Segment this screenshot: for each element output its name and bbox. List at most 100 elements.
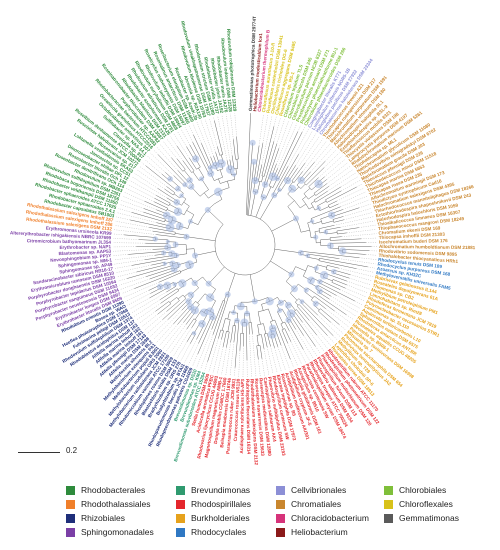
bootstrap-node	[313, 265, 319, 271]
phylogenetic-tree: Gemmatimonas phototrophica DSM 29774THel…	[10, 16, 476, 466]
tree-branch	[333, 272, 350, 279]
tree-branch	[342, 252, 366, 255]
leader-line	[336, 187, 365, 202]
leader-line	[173, 133, 190, 159]
tree-branch	[166, 286, 176, 293]
leader-line	[324, 158, 346, 177]
tree-branch	[176, 158, 186, 170]
tree-branch	[194, 250, 216, 256]
tree-branch	[136, 264, 166, 273]
leader-line	[133, 299, 161, 317]
tree-branch	[300, 302, 334, 336]
tree-branch	[263, 323, 267, 334]
tree-arc	[257, 323, 264, 325]
leader-line	[115, 216, 131, 221]
leader-line	[123, 281, 160, 298]
bootstrap-node	[172, 241, 179, 248]
tree-branch	[257, 324, 260, 336]
leader-line	[156, 146, 178, 171]
leader-line	[141, 162, 146, 166]
tree-branch	[173, 193, 180, 199]
tree-branch	[227, 181, 230, 188]
leader-line	[166, 324, 187, 352]
tree-arc	[268, 185, 273, 188]
legend-label: Rhodocyclales	[191, 527, 247, 537]
tree-branch	[325, 227, 341, 231]
scale-bar: 0.2	[18, 444, 82, 464]
tree-branch	[166, 300, 180, 312]
tree-branch	[332, 207, 360, 217]
bootstrap-node	[207, 165, 214, 171]
legend-swatch	[176, 527, 185, 537]
leader-line	[184, 127, 193, 143]
tree-branch	[162, 298, 187, 320]
tree-branch	[270, 260, 292, 275]
tree-branch	[311, 206, 341, 219]
tree-branch	[317, 285, 337, 296]
bootstrap-node	[167, 215, 177, 225]
leader-line	[234, 113, 237, 137]
tree-branch	[173, 175, 185, 186]
tree-arc	[183, 205, 190, 215]
leader-line	[329, 298, 357, 317]
bootstrap-node	[163, 281, 172, 290]
tree-branch	[230, 325, 234, 343]
leader-line	[340, 220, 375, 228]
tree-branch	[134, 270, 181, 289]
leader-line	[290, 341, 302, 365]
tree-branch	[303, 188, 311, 194]
bootstrap-node	[165, 239, 170, 244]
tree-branch	[251, 322, 253, 334]
tree-arc	[173, 192, 176, 196]
leader-line	[115, 220, 150, 228]
bootstrap-node	[267, 329, 277, 339]
bootstrap-node	[172, 282, 177, 287]
tree-arc	[177, 288, 179, 291]
taxon-label: Erythrobacter sp. NAP1	[59, 244, 111, 250]
tree-branch	[173, 305, 190, 325]
tree-branch	[296, 309, 317, 336]
tree-branch	[144, 255, 173, 260]
tree-branch	[246, 113, 251, 216]
leader-line	[169, 328, 188, 354]
legend-swatch	[176, 485, 185, 495]
bootstrap-node	[200, 308, 209, 317]
tree-branch	[289, 314, 304, 336]
bootstrap-node	[187, 291, 195, 299]
bootstrap-node	[327, 211, 336, 219]
bootstrap-node	[314, 284, 320, 290]
leader-line	[229, 341, 235, 377]
leader-line	[159, 143, 172, 158]
bootstrap-node	[199, 176, 204, 182]
tree-branch	[320, 308, 340, 325]
tree-branch	[186, 332, 193, 342]
leader-line	[113, 233, 125, 236]
legend-swatch	[66, 513, 75, 523]
bootstrap-node	[288, 271, 295, 278]
tree-branch	[160, 288, 178, 300]
bootstrap-node	[183, 233, 190, 240]
tree-branch	[128, 251, 164, 255]
tree-branch	[258, 164, 263, 182]
bootstrap-node	[274, 175, 280, 182]
bootstrap-node	[214, 187, 223, 197]
tree-branch	[271, 218, 297, 232]
bootstrap-node	[188, 183, 195, 190]
leader-line	[125, 188, 155, 202]
legend-swatch	[384, 513, 393, 523]
bootstrap-node	[261, 181, 269, 188]
tree-branch	[311, 200, 315, 204]
bootstrap-node	[305, 253, 311, 258]
leader-line	[181, 129, 190, 145]
tree-branch	[182, 160, 192, 173]
tree-branch	[221, 318, 226, 331]
tree-branch	[306, 167, 325, 186]
tree-branch	[280, 323, 284, 330]
tree-branch	[160, 290, 179, 304]
bootstrap-node	[313, 234, 319, 240]
tree-branch	[146, 267, 174, 277]
taxon-label: Thiocapsa imhoffii DSM 21303	[379, 232, 446, 241]
tree-branch	[231, 155, 235, 169]
tree-branch	[221, 330, 224, 340]
tree-branch	[156, 195, 171, 204]
